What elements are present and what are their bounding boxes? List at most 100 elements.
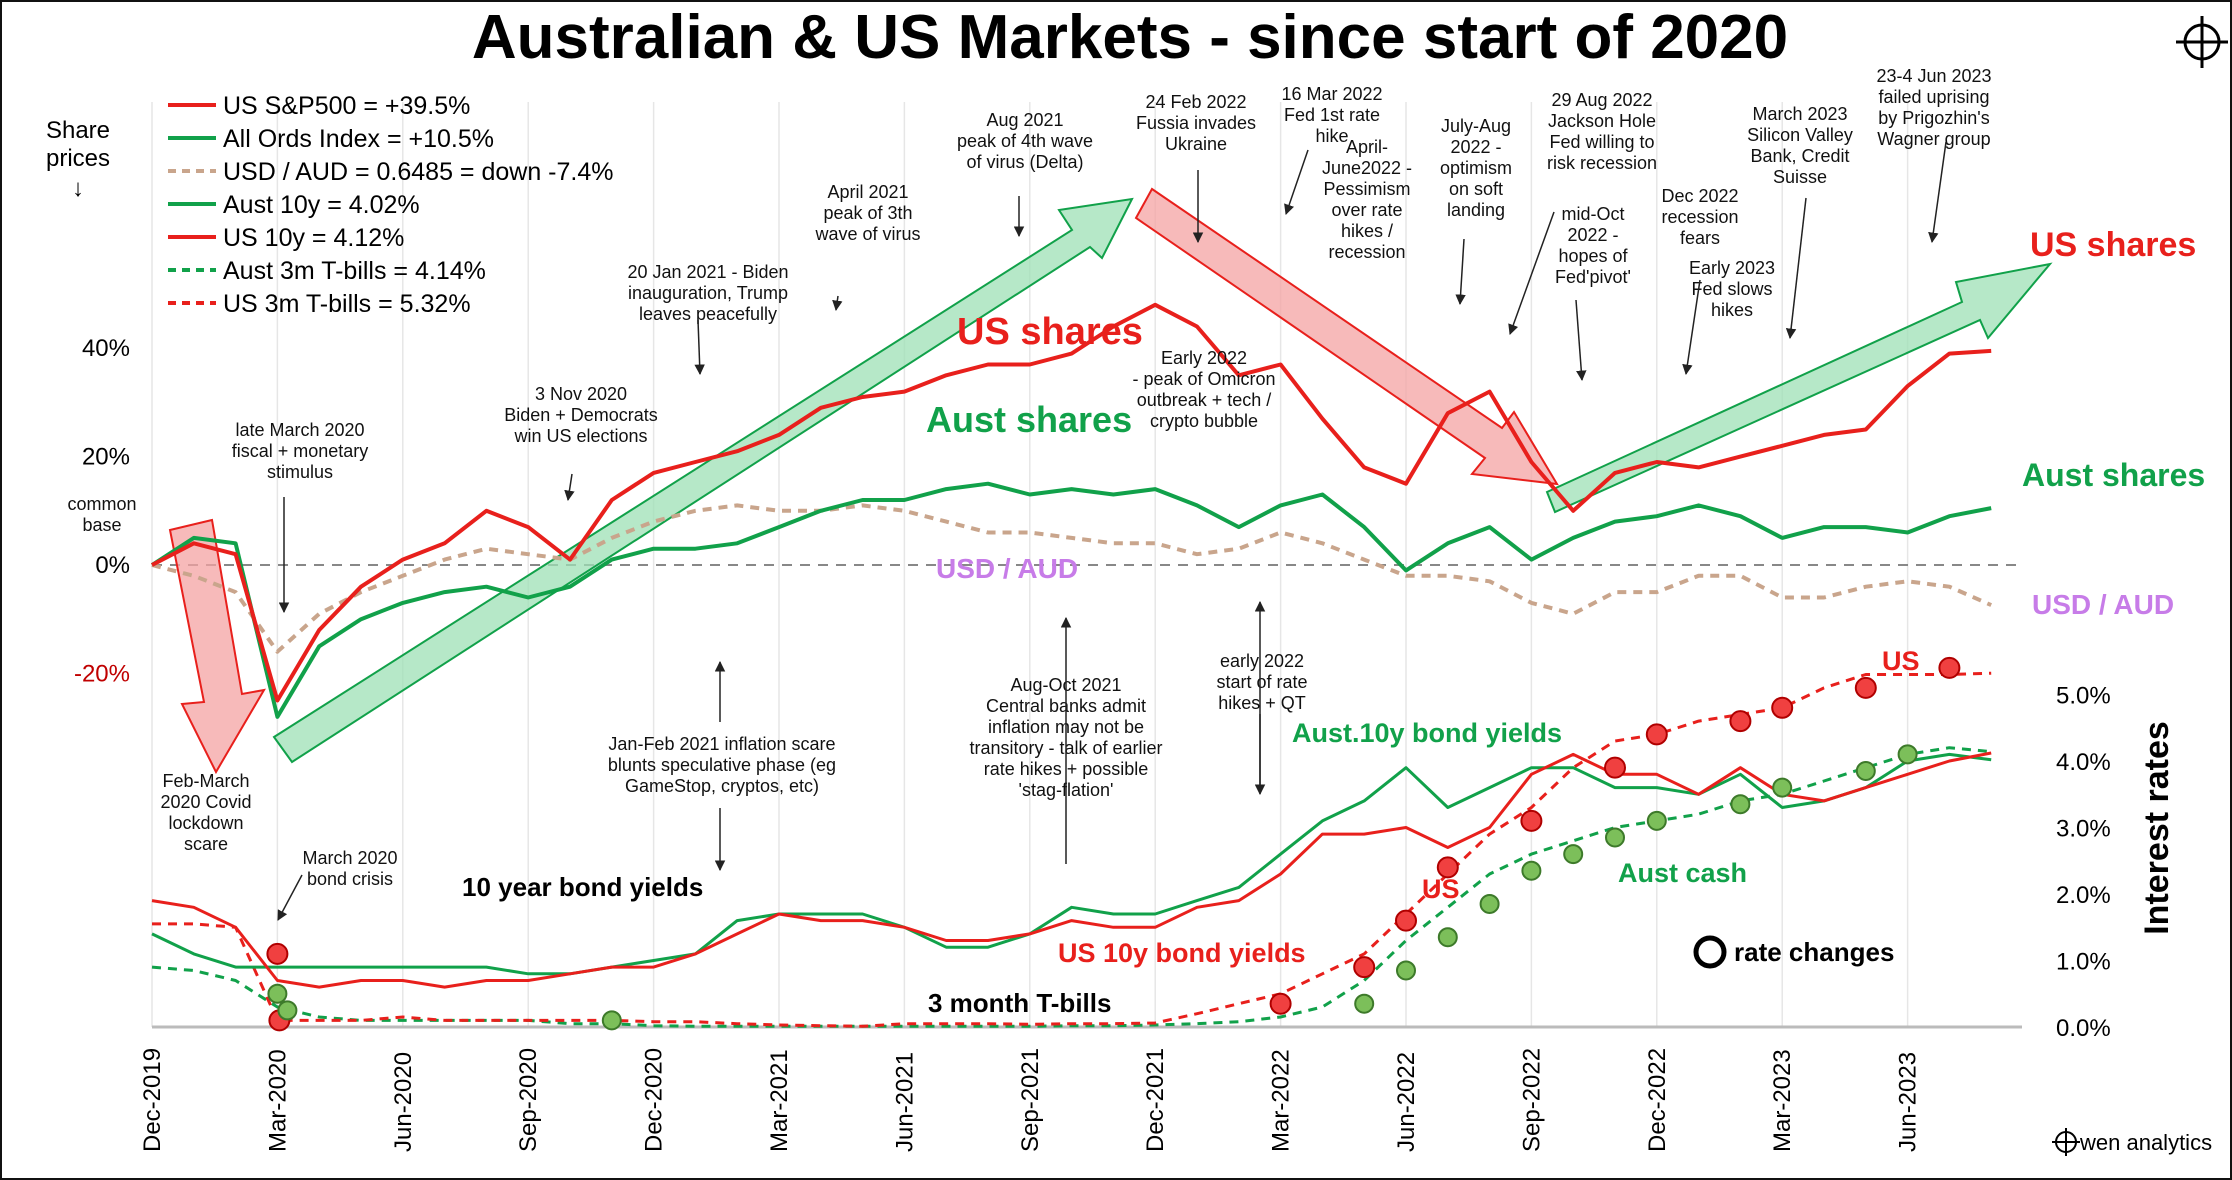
annotation: 16 Mar 2022 Fed 1st rate hike — [1281, 84, 1382, 146]
rate-change-dot-aust — [1479, 893, 1500, 914]
crosshair-icon — [2176, 16, 2228, 68]
x-tick-label: Mar-2022 — [1268, 1049, 1295, 1152]
annotation-arrow — [832, 295, 843, 312]
trend-arrow-covid — [168, 518, 266, 775]
annotation-arrow — [1284, 149, 1309, 215]
annotation-arrow — [694, 319, 705, 376]
x-tick-label: Jun-2021 — [891, 1052, 918, 1152]
rate-change-dot-aust — [1437, 927, 1458, 948]
series-layer — [150, 302, 1993, 1028]
annotation: 23-4 Jun 2023 failed uprising by Prigozhin… — [1876, 66, 1991, 149]
left-tick-label: 0% — [95, 552, 130, 579]
right-tick-label: 5.0% — [2056, 683, 2111, 710]
label-usd-aud-right: USD / AUD — [2032, 589, 2174, 620]
trend-arrow-us-rise — [272, 197, 1134, 764]
x-tick-label: Sep-2022 — [1518, 1048, 1545, 1152]
legend-item-label: US S&P500 = +39.5% — [223, 92, 470, 120]
label-3m-tbills: 3 month T-bills — [928, 988, 1111, 1018]
annotation-arrow — [564, 473, 575, 502]
series-line-us-3m-t-bills — [152, 671, 1992, 1028]
annotation-arrow — [1785, 197, 1807, 340]
rate-changes-key-icon — [1693, 935, 1727, 969]
annotation: April 2021 peak of 3th wave of virus — [814, 182, 920, 244]
legend-item-label: USD / AUD = 0.6485 = down -7.4% — [223, 158, 614, 186]
x-tick-label: Jun-2022 — [1393, 1052, 1420, 1152]
label-usd-aud-mid: USD / AUD — [936, 553, 1078, 584]
x-tick-label: Mar-2020 — [264, 1049, 291, 1152]
rate-change-dot-aust — [1730, 794, 1751, 815]
rate-change-dot-us — [1645, 723, 1668, 746]
annotation: Jan-Feb 2021 inflation scare blunts specu… — [608, 734, 836, 796]
annotation: common base — [67, 494, 136, 535]
rate-change-dot-us — [1604, 756, 1626, 779]
brand-logo: wen analytics — [2052, 1128, 2212, 1156]
x-tick-label: Dec-2022 — [1644, 1048, 1671, 1152]
legend-item-label: Aust 3m T-bills = 4.14% — [223, 257, 486, 285]
legend: US S&P500 = +39.5% All Ords Index = +10.5… — [168, 92, 614, 318]
rate-change-dot-us — [1269, 992, 1292, 1015]
annotation-arrows — [277, 141, 1947, 921]
rate-change-dot-us — [1771, 696, 1794, 719]
annotation: July-Aug 2022 -optimism on soft landing — [1440, 116, 1512, 220]
legend-item-label: US 10y = 4.12% — [223, 224, 404, 252]
annotation: March 2023 Silicon Valley Bank, Credit Suis… — [1747, 104, 1853, 187]
left-tick-label: 40% — [82, 335, 130, 362]
annotation: 29 Aug 2022 Jackson Hole Fed willing to ris… — [1547, 90, 1657, 173]
x-tick-label: Dec-2019 — [139, 1048, 166, 1152]
rate-change-dot-aust — [601, 1010, 622, 1031]
annotation: early 2022 start of rate hikes + QT — [1216, 651, 1307, 713]
annotation: Feb-March 2020 Covid lockdown scare — [160, 771, 251, 854]
annotation: late March 2020 fiscal + monetary stimulus — [232, 420, 369, 482]
right-tick-label: 1.0% — [2056, 949, 2111, 976]
annotations: common base late March 2020 fiscal + moneta… — [67, 66, 1991, 889]
y-axis-left-label: Share prices ↓ — [46, 117, 110, 202]
x-tick-label: Jun-2023 — [1895, 1052, 1922, 1152]
x-tick-label: Mar-2021 — [766, 1049, 793, 1152]
rate-change-dots — [266, 656, 1961, 1032]
x-tick-label: Dec-2021 — [1142, 1048, 1169, 1152]
left-tick-label: 20% — [82, 444, 130, 471]
trend-arrow-us-recover — [1545, 262, 2053, 514]
rate-change-dot-us — [1854, 676, 1877, 699]
series-line-us-s-p500 — [151, 302, 1992, 703]
annotation-arrow — [1575, 299, 1587, 382]
annotation: Early 2023 Fed slows hikes — [1689, 258, 1775, 320]
x-axis-ticks: Dec-2019 Mar-2020 Jun-2020 Sep-2020 Dec-2020… — [139, 1048, 1922, 1152]
annotation-arrow — [1455, 238, 1466, 306]
rate-change-dot-aust — [1646, 810, 1667, 831]
annotation: March 2020 bond crisis — [302, 848, 397, 889]
label-us10y: US 10y bond yields — [1058, 938, 1306, 968]
rate-change-dot-us — [1353, 956, 1376, 979]
label-aust-shares-right: Aust shares — [2022, 457, 2205, 493]
label-10y-bond-yields: 10 year bond yields — [462, 872, 703, 902]
label-us-shares-mid: US shares — [957, 311, 1143, 353]
right-tick-label: 2.0% — [2056, 882, 2111, 909]
annotation: Aug 2021 peak of 4th wave of virus (Delta) — [957, 110, 1093, 172]
rate-change-dot-aust — [277, 1000, 298, 1021]
annotation: April-June2022 -Pessimism over rate hikes … — [1322, 137, 1412, 262]
legend-item-label: Aust 10y = 4.02% — [223, 191, 420, 219]
rate-change-dot-us — [1520, 809, 1543, 832]
rate-change-dot-us — [1395, 909, 1417, 932]
rate-change-dot-us — [266, 942, 289, 965]
x-tick-label: Jun-2020 — [390, 1052, 417, 1152]
annotation: Early 2022- peak of Omicron outbreak + te… — [1132, 348, 1275, 431]
annotation: mid-Oct 2022 -hopes of Fed'pivot' — [1555, 204, 1631, 287]
label-aust-shares-mid: Aust shares — [926, 399, 1132, 440]
series-line-usd-aud — [151, 503, 1993, 654]
right-tick-label: 0.0% — [2056, 1015, 2111, 1042]
chart-title: Australian & US Markets - since start of… — [472, 3, 1788, 72]
series-line-us-10y — [151, 751, 1992, 989]
x-tick-label: Mar-2023 — [1769, 1049, 1796, 1152]
rate-changes-key: rate changes — [1693, 935, 1894, 969]
label-us-shares-right: US shares — [2030, 226, 2196, 264]
right-axis-ticks: 5.0% 4.0% 3.0% 2.0% 1.0% 0.0% — [2056, 683, 2111, 1043]
rate-change-dot-aust — [267, 983, 288, 1004]
vertical-gridlines — [151, 102, 1909, 1027]
annotation: 20 Jan 2021 - Biden inauguration, Trump le… — [627, 262, 788, 324]
rate-change-dot-us — [1436, 856, 1459, 879]
rate-change-dot-aust — [1521, 860, 1542, 881]
rate-change-dot-aust — [1897, 744, 1918, 765]
